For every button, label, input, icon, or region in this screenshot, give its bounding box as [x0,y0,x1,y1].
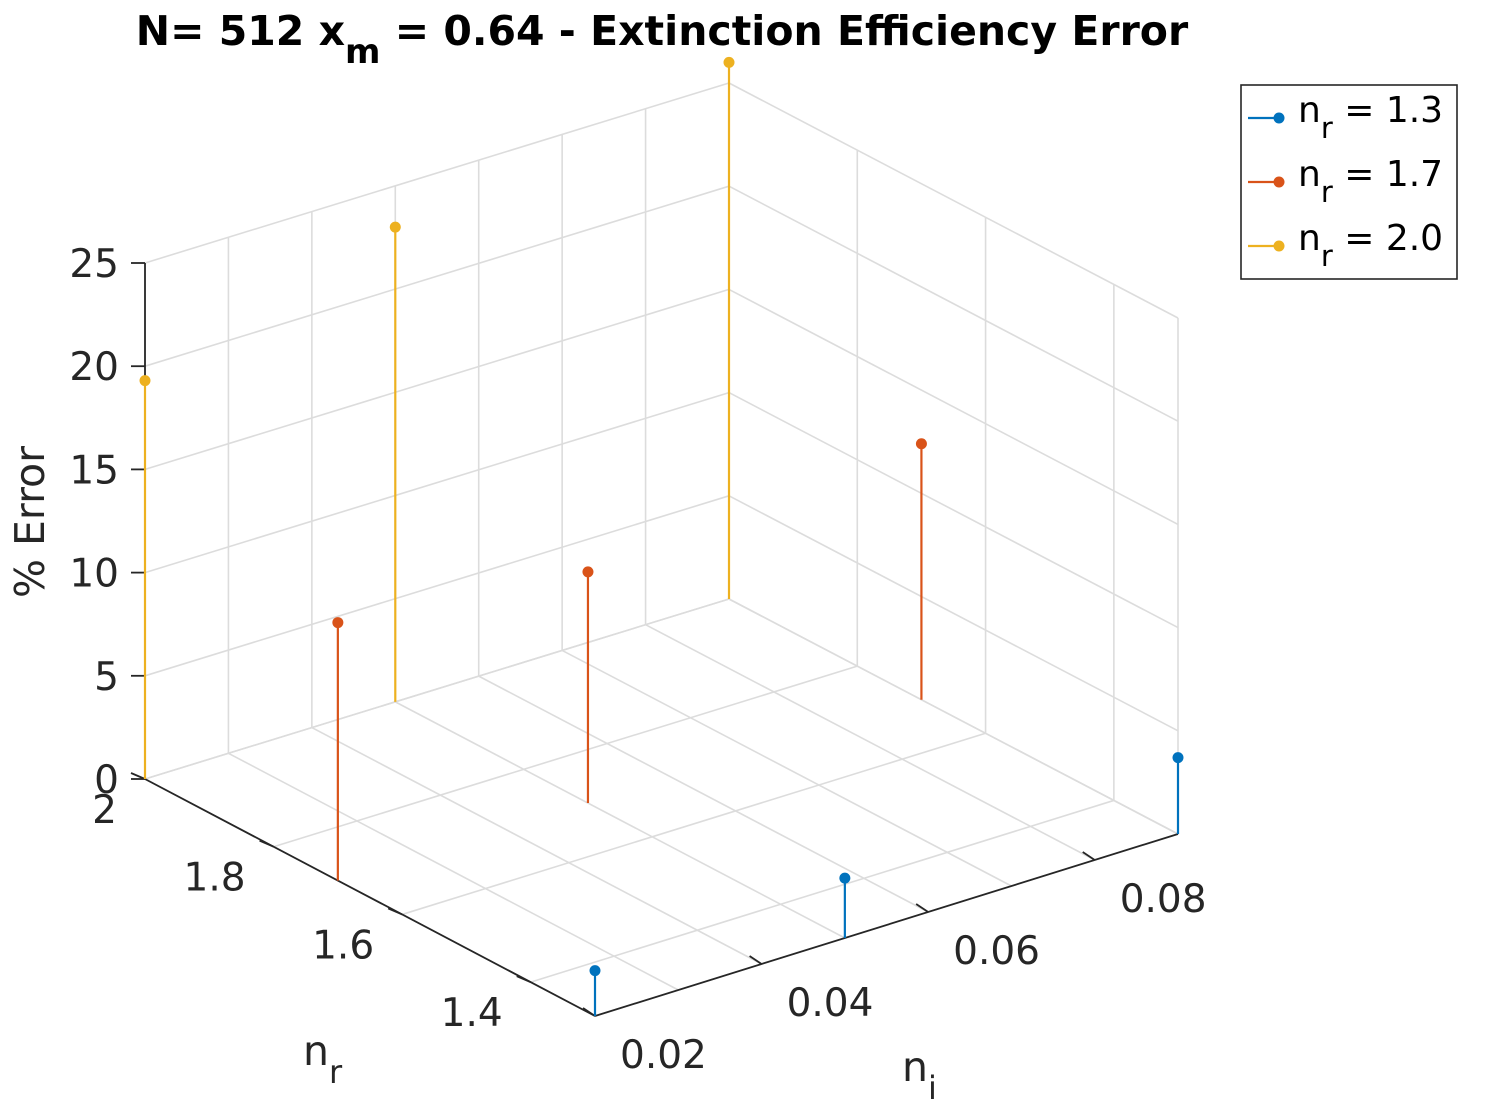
grid-line-back-horizontal [144,185,730,367]
x-tick-mark [582,1007,596,1017]
grid-line-floor-y [401,732,986,916]
legend: nr = 1.3 nr = 1.7 nr = 2.0 [1240,84,1458,280]
title-subscript: m [345,32,380,72]
x-tick-label: 0.02 [620,1033,707,1078]
grid-line-floor-y [144,598,730,780]
axes: 0 5 10 15 20 25 1.4 1.6 1.8 2 0.02 0.04 0.06 0.08 [69,242,1206,1078]
x-axis-line [594,833,1179,1017]
grid-line-side-horizontal [728,288,1179,526]
grid-line-floor-x [394,701,846,939]
z-tick-label: 25 [69,242,119,287]
stem-marker [723,56,735,68]
x-tick-label: 0.04 [787,981,874,1026]
z-tick-label: 10 [69,552,119,597]
stem-marker [582,566,594,578]
legend-marker [1273,176,1285,188]
grid-line-floor-x [728,598,1179,835]
grid-line-side-horizontal [728,391,1179,629]
grid-line-floor-x [311,726,762,965]
chart-title: N= 512 xm = 0.64 - Extinction Efficiency… [136,7,1189,72]
grid-line-back-horizontal [144,288,730,471]
y-axis-line [144,778,596,1017]
y-tick-mark [259,839,274,848]
y-tick-label: 1.8 [184,856,246,901]
title-prefix: N= 512 x [136,7,345,55]
legend-marker [1273,112,1285,124]
y-tick-mark [130,772,146,780]
z-tick-label: 0 [94,758,119,803]
stem-marker [139,375,151,387]
stem-marker [332,617,344,629]
grid-line-side-horizontal [728,82,1179,319]
grid-line-floor-x [645,624,1096,861]
grid-line-floor-x [228,752,679,991]
grid-line-back-horizontal [144,82,730,264]
stem-marker [915,438,927,450]
z-axis-label: % Error [6,446,54,598]
z-tick-label: 15 [69,448,119,493]
stem-marker [589,965,601,977]
x-tick-label: 0.08 [1120,877,1207,922]
legend-label: nr = 2.0 [1298,218,1443,273]
x-tick-label: 0.06 [953,929,1040,974]
stem-marker [839,872,851,884]
legend-label: nr = 1.3 [1298,90,1443,145]
grid-line-back-horizontal [144,495,730,677]
x-tick-mark [915,903,929,913]
y-tick-label: 1.4 [441,991,503,1036]
z-tick-label: 5 [94,655,119,700]
y-tick-label: 2 [92,788,117,833]
grid-line-floor-y [530,799,1115,983]
x-axis-label: ni [902,1043,937,1105]
y-tick-mark [387,907,403,916]
stem-marker [1172,752,1184,764]
y-tick-mark [516,975,532,983]
grid-lines [144,82,1179,1017]
grid-line-floor-y [273,665,858,848]
legend-label: nr = 1.7 [1298,154,1443,209]
y-axis-label: nr [303,1027,343,1091]
stems [139,56,1184,1016]
title-suffix: = 0.64 - Extinction Efficiency Error [380,7,1189,55]
grid-line-floor-x [478,675,929,913]
grid-line-side-horizontal [728,495,1179,732]
grid-line-side-horizontal [728,185,1179,422]
x-tick-mark [749,955,763,965]
stem-marker [389,221,401,233]
z-tick-label: 20 [69,345,119,390]
legend-marker [1273,240,1285,252]
x-tick-mark [1082,851,1096,861]
grid-line-floor-x [561,649,1012,887]
y-tick-label: 1.6 [312,923,374,968]
grid-line-back-horizontal [144,391,730,574]
